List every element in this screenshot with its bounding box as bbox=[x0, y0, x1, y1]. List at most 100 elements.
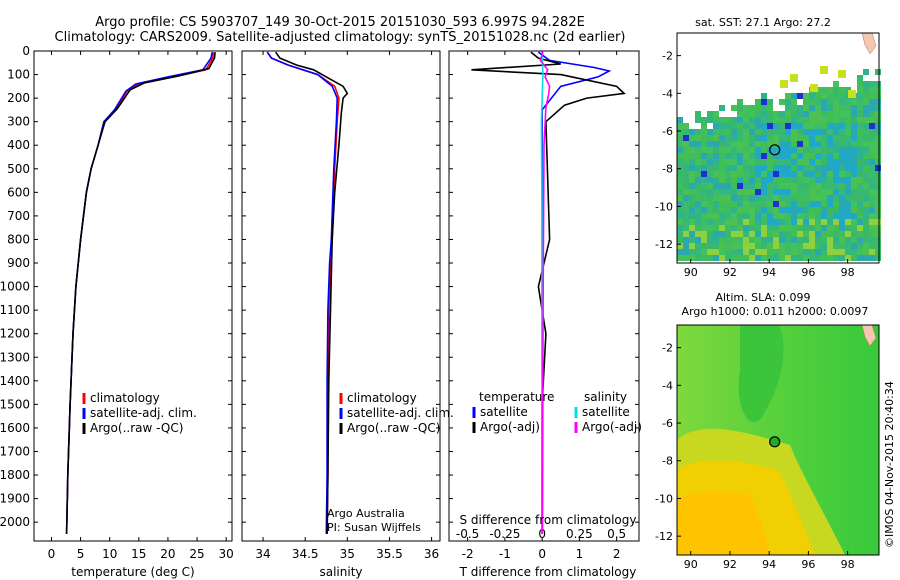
sst-cell bbox=[677, 129, 683, 135]
sst-cell bbox=[809, 147, 815, 153]
sst-cell bbox=[827, 87, 833, 93]
sst-cell bbox=[701, 219, 707, 225]
x-tick-label: 2 bbox=[613, 547, 621, 561]
sst-cell bbox=[725, 147, 731, 153]
sst-cell bbox=[863, 123, 869, 129]
sst-cell bbox=[851, 207, 857, 213]
sst-cell bbox=[797, 237, 803, 243]
sst-cell bbox=[875, 219, 881, 225]
sst-cell bbox=[737, 237, 743, 243]
sst-cell bbox=[761, 141, 767, 147]
sst-cell bbox=[833, 207, 839, 213]
sst-cell bbox=[689, 231, 695, 237]
sst-cell bbox=[851, 195, 857, 201]
y-tick-label: 700 bbox=[7, 209, 30, 223]
temperature-panel: 0100200300400500600700800900100011001200… bbox=[0, 44, 234, 579]
sst-cell bbox=[797, 165, 803, 171]
series-line bbox=[471, 51, 626, 534]
sst-cell bbox=[815, 99, 821, 105]
sst-cell bbox=[701, 249, 707, 255]
sst-cell bbox=[689, 135, 695, 141]
sst-cell bbox=[767, 183, 773, 189]
sst-cell bbox=[869, 189, 875, 195]
sst-cell bbox=[707, 147, 713, 153]
sst-cell bbox=[755, 231, 761, 237]
sst-cell bbox=[731, 249, 737, 255]
sst-cell bbox=[725, 255, 731, 261]
legend-label: Argo(-adj) bbox=[582, 420, 642, 434]
sst-cell bbox=[749, 177, 755, 183]
sst-cell-warm bbox=[838, 70, 846, 78]
sst-cell bbox=[731, 105, 737, 111]
sst-cell bbox=[797, 219, 803, 225]
sst-cell bbox=[785, 201, 791, 207]
sst-cell bbox=[833, 237, 839, 243]
sst-cell bbox=[857, 231, 863, 237]
sst-cell bbox=[743, 213, 749, 219]
sst-cell bbox=[743, 225, 749, 231]
sst-cell bbox=[875, 195, 881, 201]
sst-cell bbox=[863, 81, 869, 87]
sst-cell bbox=[863, 111, 869, 117]
sst-cell bbox=[857, 225, 863, 231]
sst-cell bbox=[743, 159, 749, 165]
sst-cell bbox=[761, 117, 767, 123]
sst-cell bbox=[839, 129, 845, 135]
y-tick-label: 1800 bbox=[0, 468, 30, 482]
sst-cell bbox=[773, 165, 779, 171]
sst-cell bbox=[785, 159, 791, 165]
sst-cell bbox=[827, 93, 833, 99]
sst-cell bbox=[785, 111, 791, 117]
sst-cell bbox=[725, 165, 731, 171]
sst-cell bbox=[683, 123, 689, 129]
x-tick-label: 1 bbox=[576, 547, 584, 561]
sst-cell bbox=[725, 213, 731, 219]
difference-xlabel: T difference from climatology bbox=[459, 565, 637, 579]
sst-cell bbox=[857, 159, 863, 165]
sst-cell bbox=[785, 177, 791, 183]
sst-cell bbox=[701, 183, 707, 189]
sst-cell bbox=[803, 93, 809, 99]
sst-cell bbox=[701, 255, 707, 261]
sst-cell bbox=[851, 129, 857, 135]
sst-cell bbox=[815, 177, 821, 183]
sst-cell bbox=[833, 171, 839, 177]
sst-cell bbox=[713, 237, 719, 243]
sst-cell bbox=[707, 219, 713, 225]
sst-cell bbox=[773, 141, 779, 147]
sst-cell bbox=[833, 141, 839, 147]
sst-cell bbox=[815, 123, 821, 129]
sst-cell bbox=[755, 225, 761, 231]
sst-cell bbox=[707, 159, 713, 165]
x-tick-label: 34 bbox=[255, 547, 270, 561]
sst-cell bbox=[731, 135, 737, 141]
sst-cell bbox=[689, 141, 695, 147]
sst-cell bbox=[749, 129, 755, 135]
sst-cell bbox=[827, 135, 833, 141]
sst-cell bbox=[875, 213, 881, 219]
sst-cell bbox=[695, 111, 701, 117]
sst-cell bbox=[767, 129, 773, 135]
sst-cell bbox=[803, 159, 809, 165]
sst-cell bbox=[707, 231, 713, 237]
sst-cell bbox=[851, 147, 857, 153]
sst-cell bbox=[821, 147, 827, 153]
sst-cell bbox=[737, 129, 743, 135]
sst-cell bbox=[737, 165, 743, 171]
sst-cell bbox=[689, 255, 695, 261]
sst-cell bbox=[695, 189, 701, 195]
sst-cell bbox=[857, 135, 863, 141]
x-tick-label: -2 bbox=[462, 547, 474, 561]
sst-cell bbox=[827, 105, 833, 111]
sst-cell bbox=[869, 255, 875, 261]
sst-cell bbox=[827, 165, 833, 171]
sst-cell bbox=[785, 255, 791, 261]
sst-cell bbox=[713, 153, 719, 159]
sst-cell bbox=[779, 117, 785, 123]
sst-cell bbox=[761, 201, 767, 207]
sst-cell bbox=[875, 153, 881, 159]
map-x-tick-label: 94 bbox=[762, 266, 776, 279]
sst-cell bbox=[785, 147, 791, 153]
sst-cell bbox=[743, 195, 749, 201]
map-y-tick-label: -10 bbox=[655, 492, 673, 505]
